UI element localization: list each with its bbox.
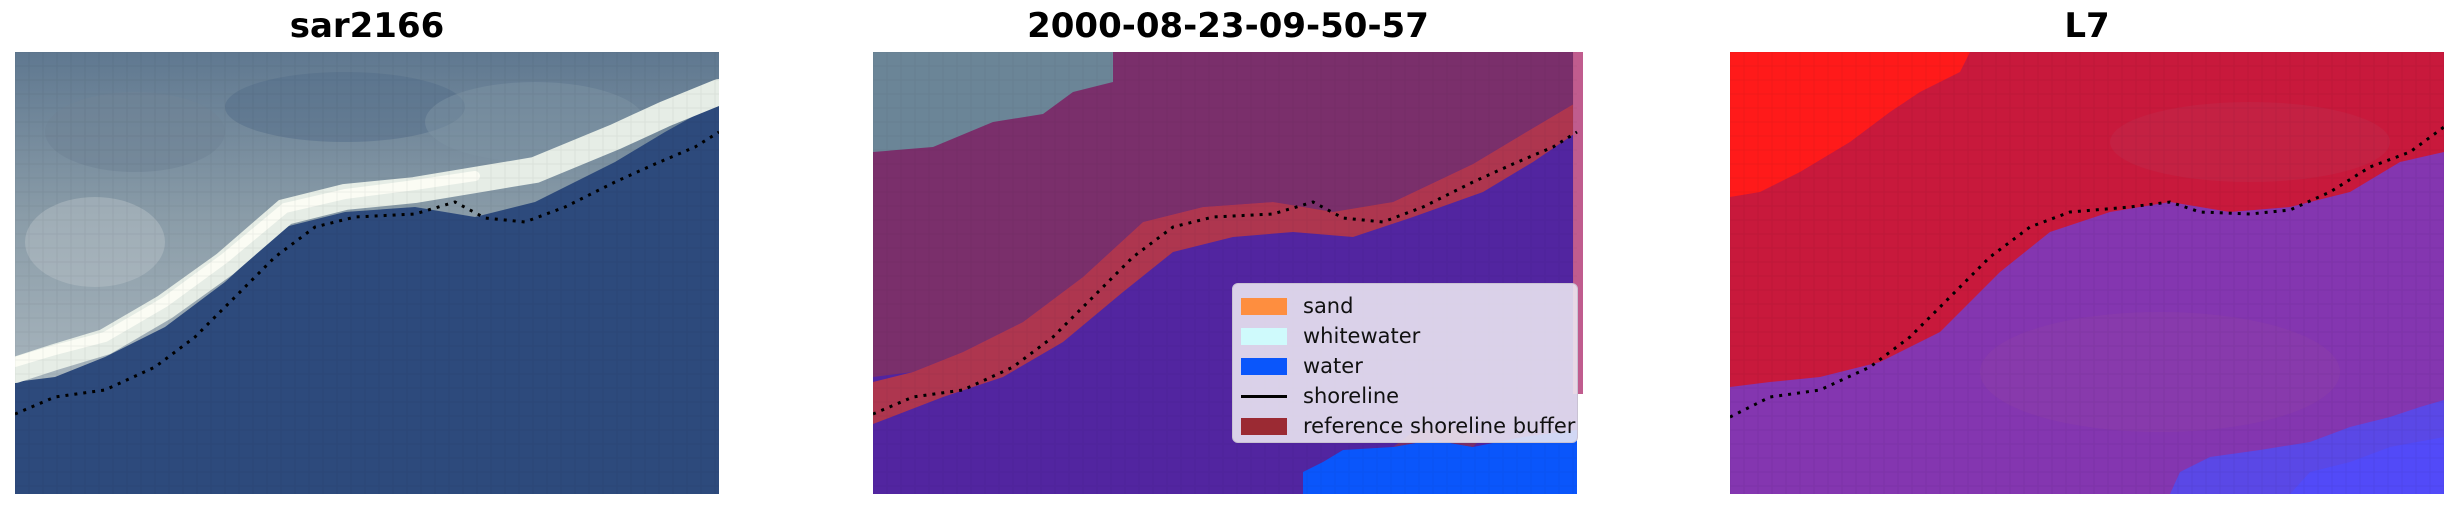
legend-label: reference shoreline buffer bbox=[1303, 414, 1576, 438]
rgb-image-panel bbox=[15, 52, 719, 494]
probability-panel bbox=[1730, 52, 2444, 494]
classification-panel bbox=[873, 52, 1583, 494]
legend-swatch-sand bbox=[1241, 297, 1287, 315]
shoreline-dotted bbox=[15, 130, 719, 416]
panel-title-middle: 2000-08-23-09-50-57 bbox=[1027, 6, 1429, 46]
pixel-grid bbox=[15, 52, 719, 494]
panel-title-right: L7 bbox=[2064, 6, 2110, 46]
buffer-edge-strip bbox=[1573, 52, 1583, 394]
legend-label: shoreline bbox=[1303, 384, 1400, 408]
panel-title-left: sar2166 bbox=[289, 6, 445, 46]
shoreline-dotted bbox=[873, 130, 1578, 416]
legend-swatch-water bbox=[1241, 357, 1287, 375]
legend-label: sand bbox=[1303, 294, 1354, 318]
pixel-grid bbox=[1730, 52, 2444, 494]
legend-label: whitewater bbox=[1303, 324, 1421, 348]
legend-label: water bbox=[1303, 354, 1363, 378]
legend-swatch-reference-buffer bbox=[1241, 417, 1287, 435]
legend-item-sand: sand bbox=[1241, 291, 1567, 321]
legend-item-shoreline: shoreline bbox=[1241, 381, 1567, 411]
legend-item-water: water bbox=[1241, 351, 1567, 381]
legend: sand whitewater water shoreline referenc… bbox=[1232, 283, 1578, 443]
legend-item-reference-buffer: reference shoreline buffer bbox=[1241, 411, 1575, 441]
legend-item-whitewater: whitewater bbox=[1241, 321, 1567, 351]
probability-image bbox=[1730, 52, 2444, 494]
rgb-satellite-image bbox=[15, 52, 719, 494]
legend-swatch-whitewater bbox=[1241, 327, 1287, 345]
legend-line-shoreline bbox=[1241, 394, 1287, 398]
classification-image bbox=[873, 52, 1583, 494]
